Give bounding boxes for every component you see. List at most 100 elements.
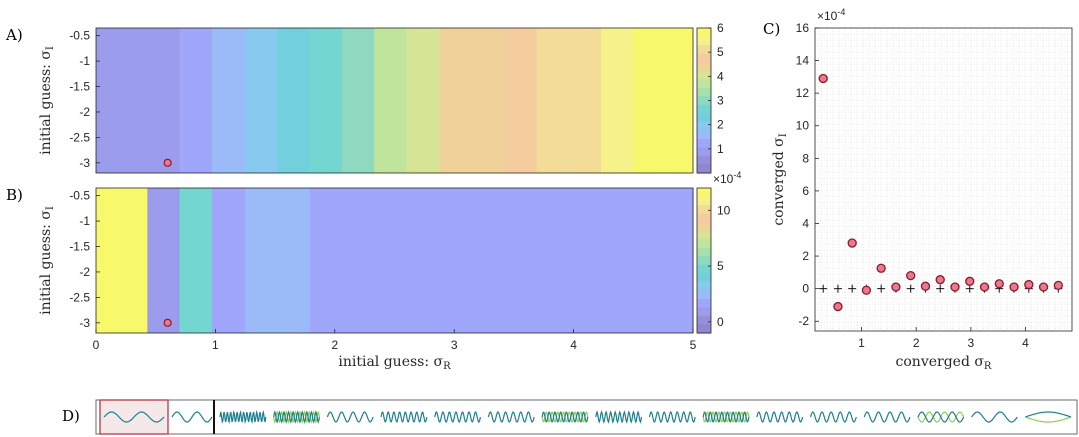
eigenmode-wave [1025,411,1072,418]
colorbar-segment [697,45,711,55]
x-tick-label: 3 [451,338,458,352]
y-tick-label: 16 [796,21,810,35]
eigenmode-wave [103,411,165,423]
colorbar-segment [697,36,711,46]
heatmap-cell [406,188,441,333]
data-point-circle [935,275,945,285]
data-point-circle [847,238,857,248]
data-point-plus [877,284,886,293]
heatmap-cell [309,28,343,173]
x-tick-label: 4 [570,338,577,352]
x-tick-label: 5 [690,338,697,352]
colorbar-segment [697,315,711,326]
colorbar-segment [697,324,711,334]
y-tick-label: -3 [79,316,90,330]
heatmap-cell [211,28,246,173]
data-point-circle [876,263,886,273]
heatmap-cell [633,188,667,333]
colorbar-frame [696,187,712,334]
heatmap-cell [504,188,538,333]
y-tick-label: 8 [802,151,809,165]
colorbar-tick-label: 10 [717,203,731,217]
colorbar-segment [697,188,711,198]
y-tick-label: 4 [802,216,809,230]
eigenmode-wave [756,411,804,423]
y-tick-label: -2 [79,105,90,119]
colorbar-segment [697,130,711,140]
colorbar-tick-label: 3 [717,94,724,108]
heatmap-cell [96,188,148,333]
heatmap-cell [601,188,634,333]
heatmap-cell [472,28,505,173]
y-tick-label: 6 [802,184,809,198]
data-point-circle [833,301,843,312]
colorbar-tick-label: 5 [717,45,724,59]
data-point-plus [833,284,842,293]
data-point-plus [906,284,915,293]
y-tick-label: -2.5 [69,290,90,304]
x-axis-label: converged σR [896,354,992,372]
heatmap-cell [309,188,343,333]
data-point-plus [819,284,828,293]
eigenmode-wave [971,411,1018,423]
heatmap-cell [147,188,181,333]
y-tick-label: -0.5 [69,189,90,203]
panel-label-d: D) [62,407,80,425]
data-point-circle [1038,282,1049,292]
colorbar-segment [697,239,711,249]
plot-frame [95,187,694,334]
y-axis-label: converged σI [771,133,789,225]
eigenmode-wave [380,411,428,423]
colorbar-segment [697,298,711,309]
x-tick-label: 0 [93,338,100,352]
y-tick-label: -1 [79,54,90,68]
y-tick-label: -2 [79,265,90,279]
heatmap-cell [665,28,694,173]
eigenmode-wave [434,411,481,423]
heatmap-cell [601,28,634,173]
data-point-circle [1053,280,1063,291]
eigenmode-wave [810,411,857,423]
x-tick-label: 1 [212,338,219,352]
y-tick-label: -2 [798,314,809,328]
panel-b-heatmap: -0.5 -1 -1.5 -2 -2.5 -3 initial guess: σI 0 1 2 3 4… [38,187,731,372]
heatmap-cell [536,28,570,173]
heatmap-cell [245,188,279,333]
data-point-plus [936,284,945,293]
colorbar-segment [697,113,711,123]
data-point-circle [994,279,1004,289]
panel-label-a: A) [5,26,23,44]
colorbar-segment [697,96,711,106]
eigenmode-wave [487,411,535,423]
x-tick-label: 3 [967,336,974,350]
heatmap-cell [374,188,408,333]
colorbar-tick-label: 6 [717,21,724,35]
colorbar-segment [697,87,711,97]
data-point-circle [818,73,828,84]
colorbar-segment [697,147,711,157]
colorbar-segment [697,213,711,223]
eigenmode-wave [326,411,374,423]
y-tick-label: -2.5 [69,130,90,144]
initial-guess-marker [163,158,172,167]
colorbar-segment [697,53,711,63]
heatmap-cell [439,28,473,173]
panel-label-c: C) [763,20,780,38]
colorbar-segment [697,307,711,317]
colorbar-segment [697,62,711,72]
data-point-circle [965,276,975,286]
heatmap-cell [179,188,213,333]
colorbar-segment [697,222,711,232]
heatmap-cell [665,188,694,333]
y-tick-label: -1.5 [69,80,90,94]
eigenmode-wave [863,411,911,423]
colorbar-segment [697,264,711,274]
y-tick-label: 2 [802,249,809,263]
data-point-plus [965,284,974,293]
y-tick-label: -1 [79,214,90,228]
colorbar-segment [697,230,711,240]
data-point-circle [920,281,931,291]
x-tick-label: 1 [858,336,865,350]
y-tick-label: -1.5 [69,240,90,254]
